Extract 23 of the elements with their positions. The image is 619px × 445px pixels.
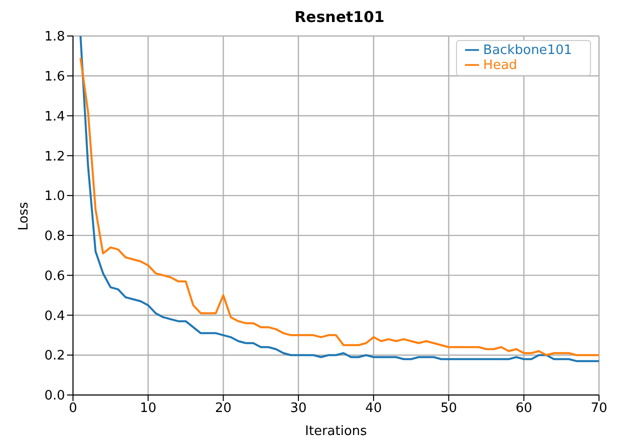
x-tick-label: 10 [140,401,156,416]
y-tick-label: 1.8 [44,30,65,45]
x-tick-label: 50 [440,401,457,416]
x-tick-label: 0 [68,401,78,416]
y-tick-label: 0.8 [44,229,65,244]
x-axis-title: Iterations [305,424,368,439]
legend-label: Head [483,58,518,73]
legend-label: Backbone101 [483,43,572,58]
y-tick-label: 0.0 [44,388,65,404]
x-tick-label: 60 [516,401,532,416]
y-tick-label: 0.2 [44,348,65,364]
y-tick-label: 1.4 [44,109,65,124]
y-tick-label: 0.6 [44,268,65,284]
x-tick-label: 70 [590,401,608,416]
y-tick-label: 1.0 [44,189,65,204]
chart-title: Resnet101 [294,8,386,28]
x-tick-label: 40 [365,401,382,416]
y-axis-title: Loss [16,202,32,230]
y-tick-label: 1.2 [44,149,65,164]
x-tick-label: 30 [290,401,307,416]
x-tick-label: 20 [215,401,232,416]
y-tick-label: 1.6 [44,70,65,85]
y-tick-label: 0.4 [44,308,65,324]
